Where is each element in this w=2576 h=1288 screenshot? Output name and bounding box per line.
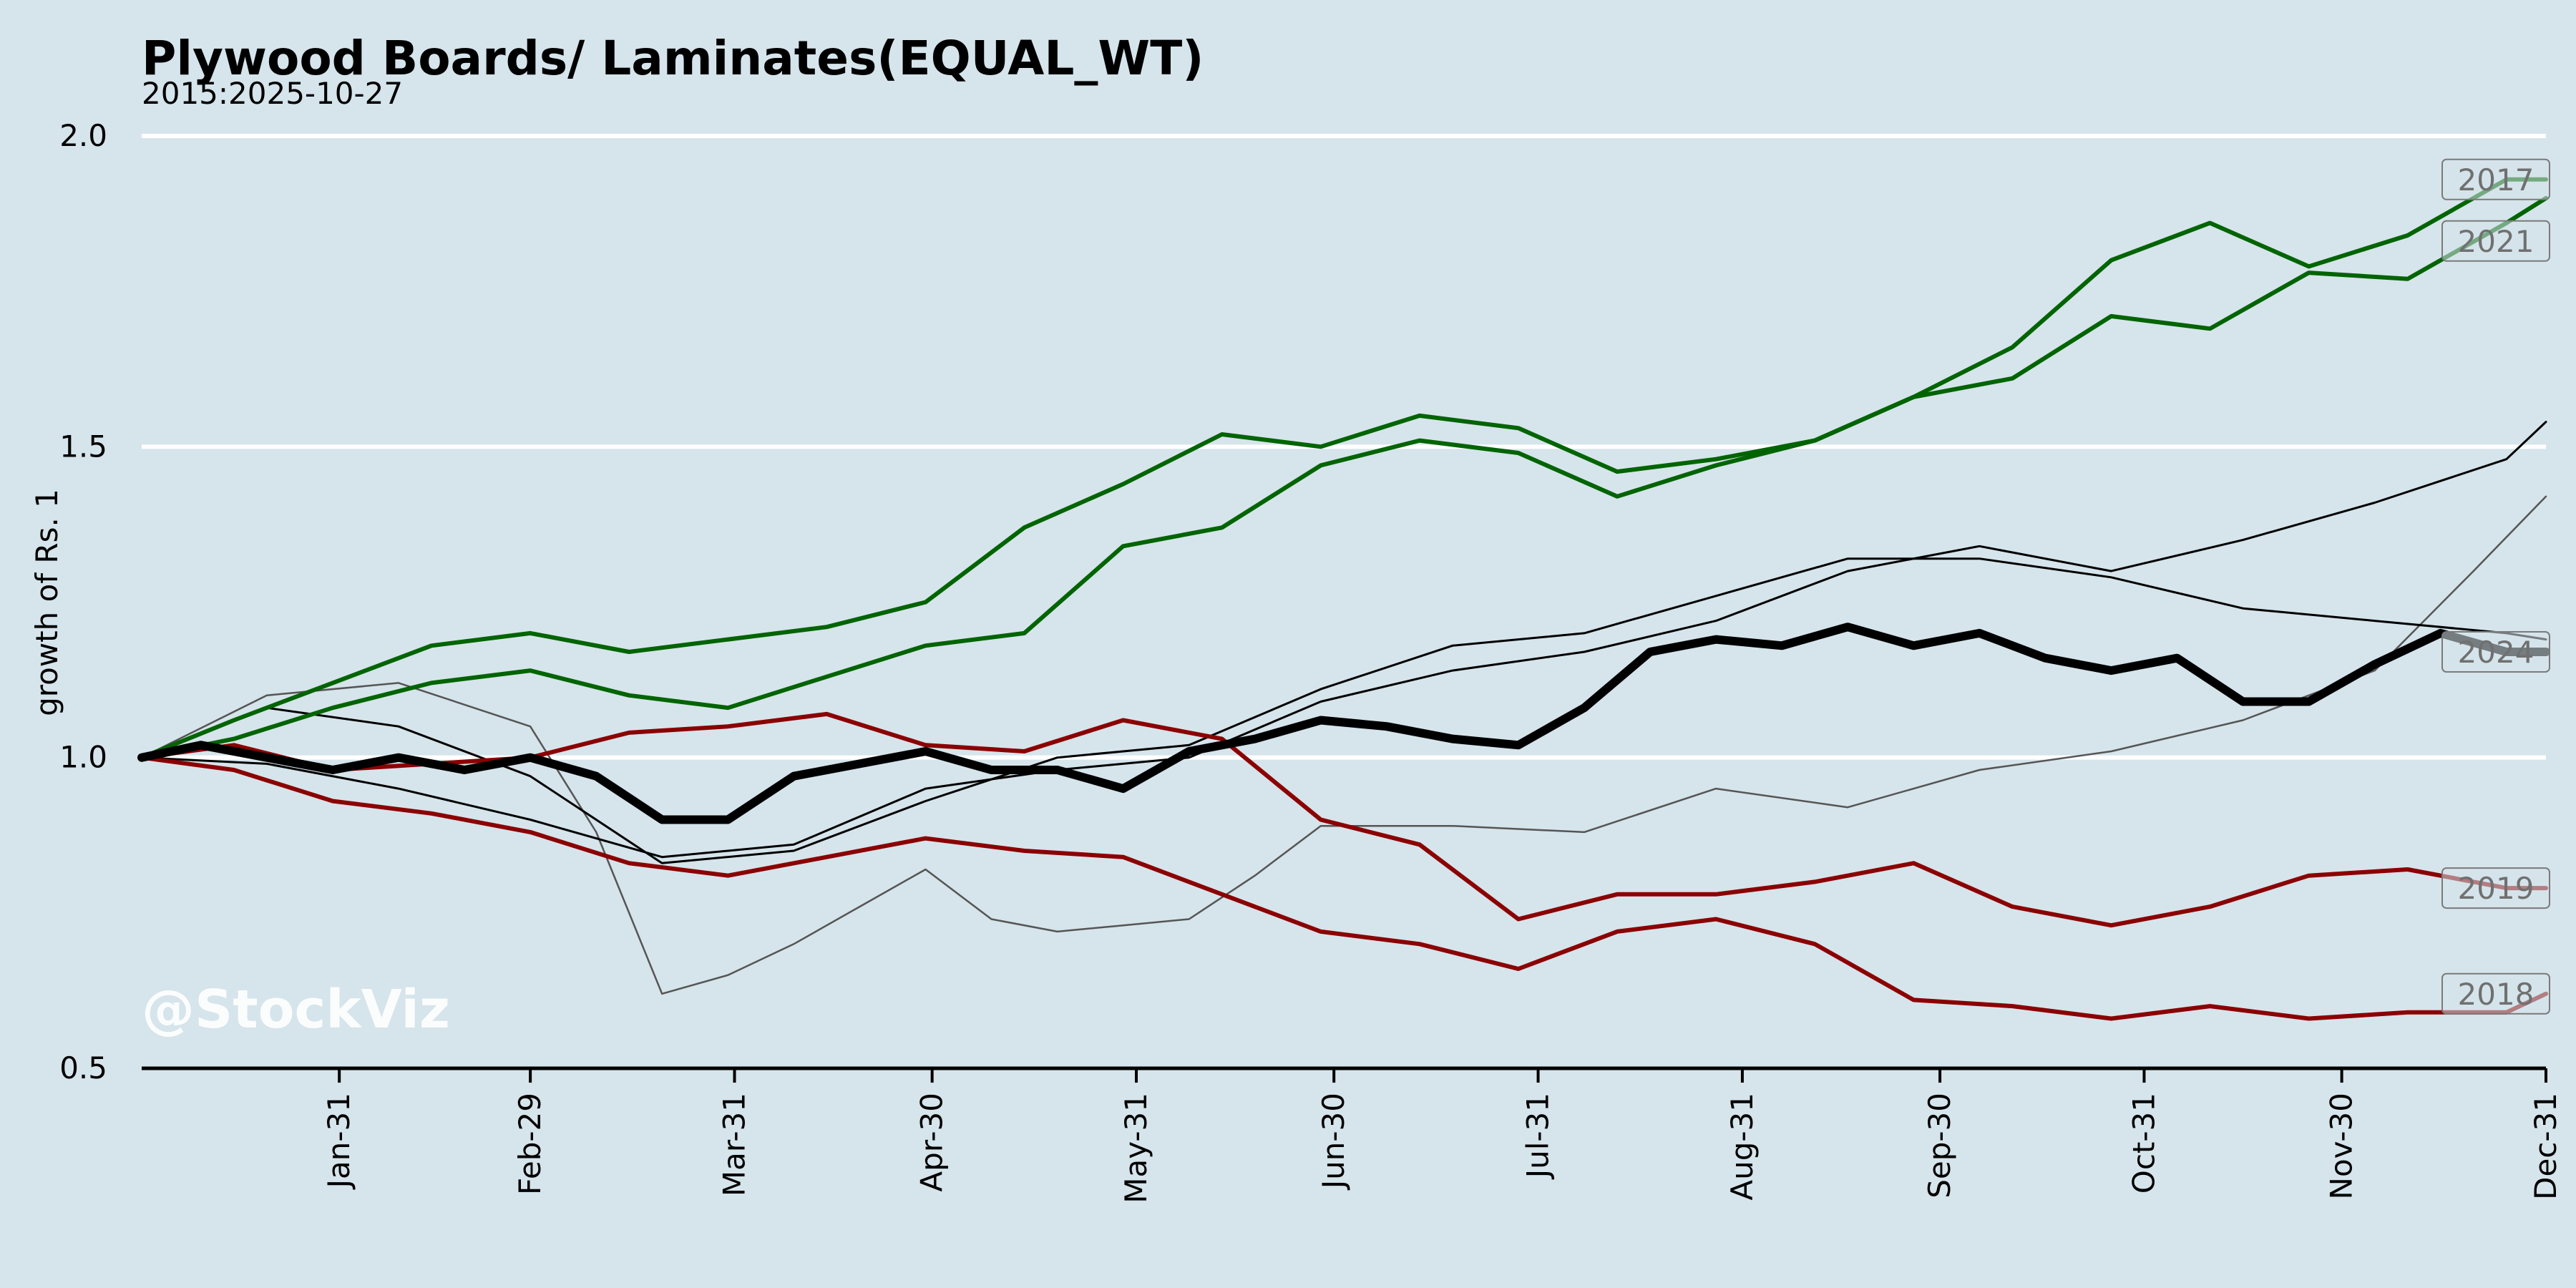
series-end-label-box	[2441, 220, 2550, 262]
series-end-label-box	[2441, 158, 2550, 200]
series-end-label: 2018	[2458, 977, 2534, 1012]
series-end-label: 2019	[2458, 871, 2534, 906]
series-end-labels: 2017 2021 2024 2019 2018	[2441, 158, 2550, 1015]
x-tick-label: May-31	[1118, 1093, 1153, 1204]
chart-title: Plywood Boards/ Laminates(EQUAL_WT)	[142, 31, 1204, 86]
series-end-label-box	[2441, 972, 2550, 1015]
series-line-2017	[140, 177, 2548, 760]
y-tick-label: 0.5	[59, 1050, 107, 1085]
x-tick-label: Jun-30	[1316, 1093, 1351, 1191]
series-line-2024	[137, 623, 2550, 824]
x-tick-label: Apr-30	[914, 1093, 950, 1192]
watermark: @StockViz	[142, 979, 450, 1040]
series-line-unlabeled-5	[140, 421, 2547, 859]
series-line-unlabeled-7	[140, 495, 2547, 995]
x-tick-label: Feb-29	[512, 1093, 547, 1195]
y-tick-label: 2.0	[59, 118, 107, 153]
x-tick-label: Jul-31	[1521, 1093, 1556, 1180]
series-lines	[137, 177, 2550, 1021]
series-end-label-box	[2441, 630, 2550, 673]
axes: 0.5 1.0 1.5 2.0 Jan-31 Feb-29 Mar-31 Apr-30 May-…	[59, 118, 2563, 1204]
series-end-label: 2017	[2458, 162, 2534, 197]
y-tick-label: 1.0	[59, 740, 107, 775]
x-tick-label: Jan-31	[321, 1093, 356, 1190]
series-end-label: 2021	[2458, 224, 2534, 259]
chart-subtitle: 2015:2025-10-27	[142, 76, 403, 111]
y-tick-label: 1.5	[59, 429, 107, 464]
series-line-2019	[140, 711, 2548, 928]
series-line-unlabeled-6	[140, 557, 2547, 864]
series-end-label-box	[2441, 867, 2550, 909]
x-tick-label: Dec-31	[2528, 1093, 2563, 1200]
x-tick-label: Oct-31	[2126, 1093, 2161, 1194]
series-line-2018	[140, 755, 2548, 1021]
x-tick-label: Mar-31	[716, 1093, 751, 1196]
y-axis-title: growth of Rs. 1	[29, 489, 64, 716]
x-tick-label: Sep-30	[1922, 1093, 1957, 1199]
series-line-2021	[140, 195, 2548, 760]
x-tick-label: Nov-30	[2324, 1093, 2359, 1199]
series-end-label: 2024	[2458, 635, 2534, 670]
x-tick-label: Aug-31	[1724, 1093, 1760, 1201]
